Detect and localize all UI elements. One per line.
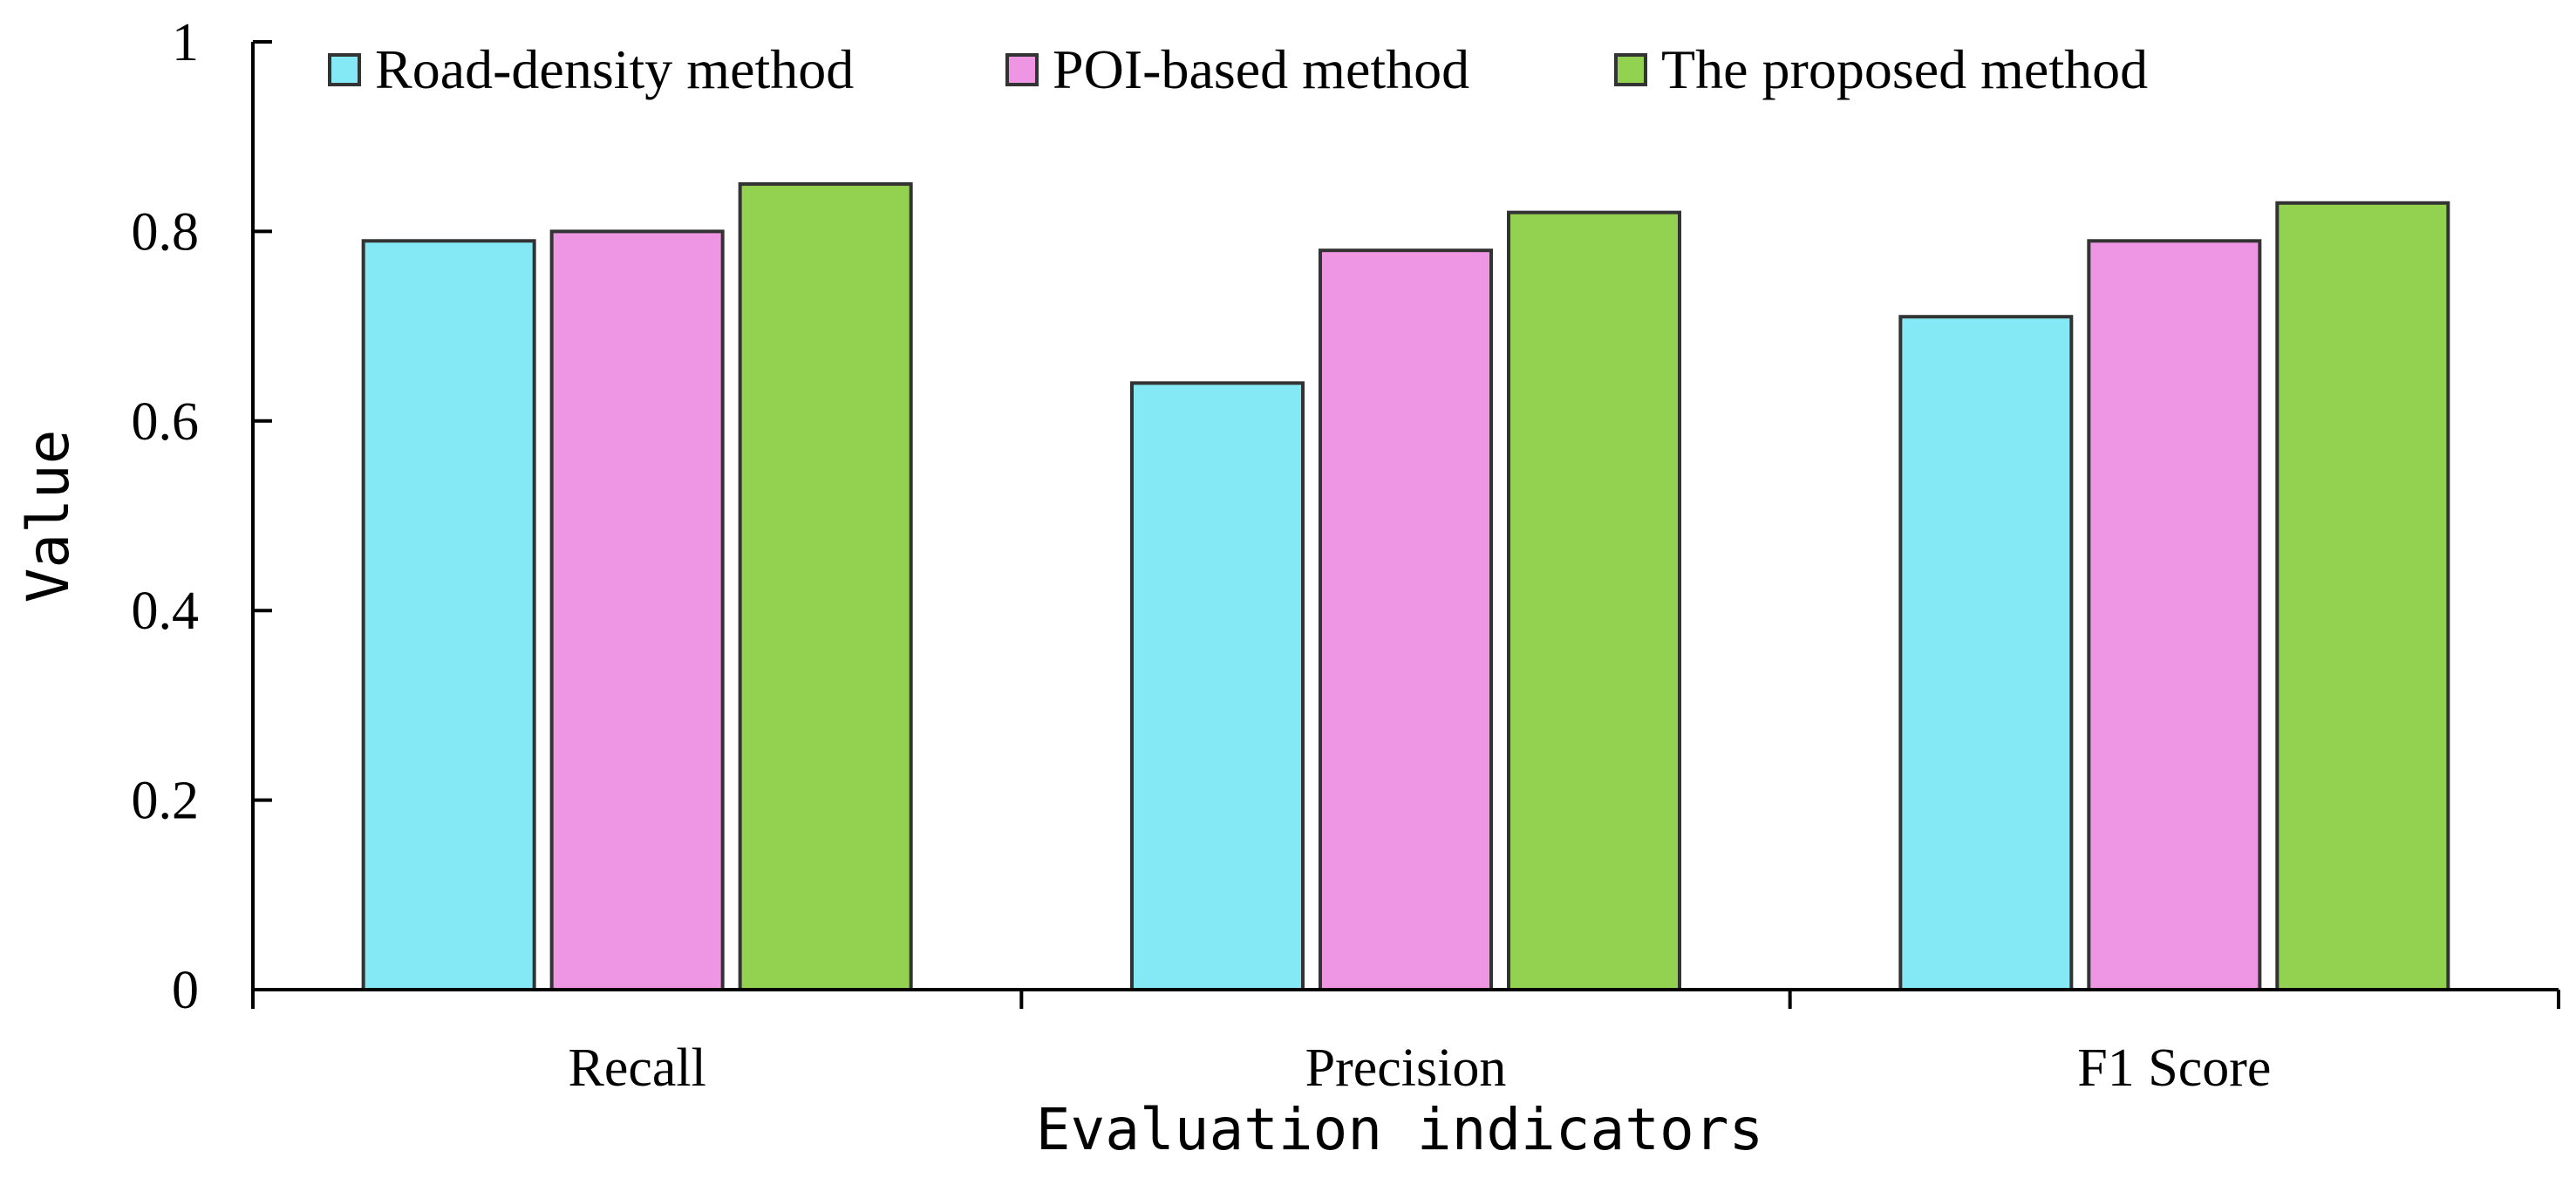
bar-f1-score-road-density-method (1898, 315, 2074, 992)
y-tick-label: 0.8 (132, 202, 200, 262)
legend-swatch (1614, 53, 1647, 86)
bars-group (361, 182, 2450, 992)
bar-f1-score-the-proposed-method (2275, 201, 2450, 992)
legend-swatch (328, 53, 361, 86)
legend-label: The proposed method (1661, 38, 2148, 100)
y-tick-label: 0.4 (132, 582, 200, 641)
x-tick-label: Recall (568, 1038, 705, 1098)
y-ticks-group: 0 0.2 0.4 0.6 0.8 1 (132, 13, 272, 1020)
bar-recall-road-density-method (361, 239, 536, 991)
bar-f1-score-poi-based-method (2087, 239, 2262, 991)
x-ticks-group: Recall Precision F1 Score (251, 990, 2560, 1098)
y-tick-label: 0 (172, 961, 199, 1020)
y-tick-label: 1 (172, 13, 199, 72)
bar-precision-the-proposed-method (1507, 210, 1681, 992)
y-tick-label: 0.2 (132, 772, 200, 831)
x-tick-label: Precision (1305, 1038, 1507, 1098)
bar-recall-the-proposed-method (738, 182, 913, 992)
bar-precision-poi-based-method (1319, 249, 1493, 991)
legend-label: POI-based method (1053, 38, 1469, 100)
y-tick-label: 0.6 (132, 392, 200, 452)
axes-group (251, 42, 2559, 991)
bar-recall-poi-based-method (549, 229, 725, 991)
legend-swatch (1005, 53, 1039, 86)
x-axis-title: Evaluation indicators (1036, 1096, 1763, 1163)
legend-label: Road-density method (375, 38, 854, 100)
y-axis-title: Value (15, 430, 82, 603)
bar-precision-road-density-method (1130, 381, 1305, 991)
x-tick-label: F1 Score (2077, 1038, 2271, 1098)
legend: Road-density method POI-based method The p… (328, 38, 2148, 100)
